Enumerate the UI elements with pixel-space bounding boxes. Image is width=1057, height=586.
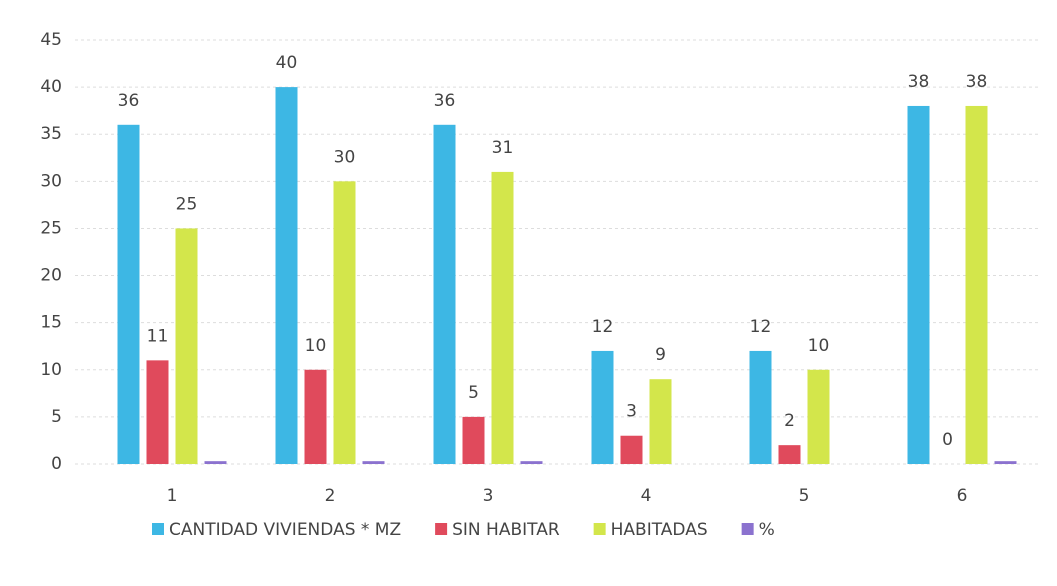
y-tick-label: 40 xyxy=(40,77,62,97)
data-label: 3 xyxy=(626,402,637,422)
y-tick-label: 0 xyxy=(51,454,62,474)
bar xyxy=(175,228,198,464)
bar xyxy=(117,124,140,465)
data-label: 9 xyxy=(655,345,666,365)
data-label: 12 xyxy=(750,317,772,337)
data-label: 11 xyxy=(147,326,169,346)
bar xyxy=(965,105,988,464)
bar xyxy=(433,124,456,465)
legend-swatch xyxy=(435,523,448,535)
x-tick-label: 6 xyxy=(957,486,968,506)
y-tick-label: 15 xyxy=(40,313,62,333)
x-tick-label: 1 xyxy=(167,486,178,506)
data-label: 36 xyxy=(434,91,456,111)
legend-swatch xyxy=(152,523,164,535)
data-label: 25 xyxy=(176,194,198,214)
y-tick-label: 20 xyxy=(40,266,62,286)
data-label: 38 xyxy=(908,72,930,92)
data-label: 10 xyxy=(808,336,830,356)
legend-swatch xyxy=(593,523,606,535)
bar xyxy=(749,350,772,464)
bar xyxy=(275,87,298,464)
bar xyxy=(462,416,485,464)
data-label: 5 xyxy=(468,383,479,403)
bar xyxy=(146,360,169,464)
bar xyxy=(304,369,327,464)
x-tick-label: 4 xyxy=(641,486,652,506)
legend-swatch xyxy=(741,523,754,535)
bar xyxy=(994,461,1017,464)
data-label: 12 xyxy=(592,317,614,337)
legend-label: CANTIDAD VIVIENDAS * MZ xyxy=(169,520,401,540)
y-tick-label: 10 xyxy=(40,360,62,380)
bar xyxy=(333,181,356,465)
x-tick-label: 2 xyxy=(325,486,336,506)
bar xyxy=(649,379,672,464)
bar xyxy=(491,171,514,464)
data-label: 40 xyxy=(276,53,298,73)
data-label: 36 xyxy=(118,91,140,111)
bar xyxy=(520,461,543,464)
legend-label: SIN HABITAR xyxy=(452,520,560,540)
data-label: 38 xyxy=(966,72,988,92)
bar xyxy=(907,105,930,464)
bar xyxy=(591,350,614,464)
legend-label: HABITADAS xyxy=(611,520,708,540)
data-label: 31 xyxy=(492,138,514,158)
x-tick-label: 5 xyxy=(799,486,810,506)
x-tick-label: 3 xyxy=(483,486,494,506)
y-tick-label: 25 xyxy=(40,218,62,238)
bar xyxy=(620,435,643,464)
bar xyxy=(807,369,830,464)
data-label: 2 xyxy=(784,411,795,431)
bar xyxy=(204,461,227,464)
y-tick-label: 30 xyxy=(40,171,62,191)
bar xyxy=(778,445,801,464)
bar xyxy=(362,461,385,464)
data-label: 30 xyxy=(334,147,356,167)
y-tick-label: 5 xyxy=(51,407,62,427)
y-tick-label: 35 xyxy=(40,124,62,144)
data-label: 10 xyxy=(305,336,327,356)
y-tick-label: 45 xyxy=(40,30,62,50)
data-label: 0 xyxy=(942,430,953,450)
legend-label: % xyxy=(759,520,775,540)
